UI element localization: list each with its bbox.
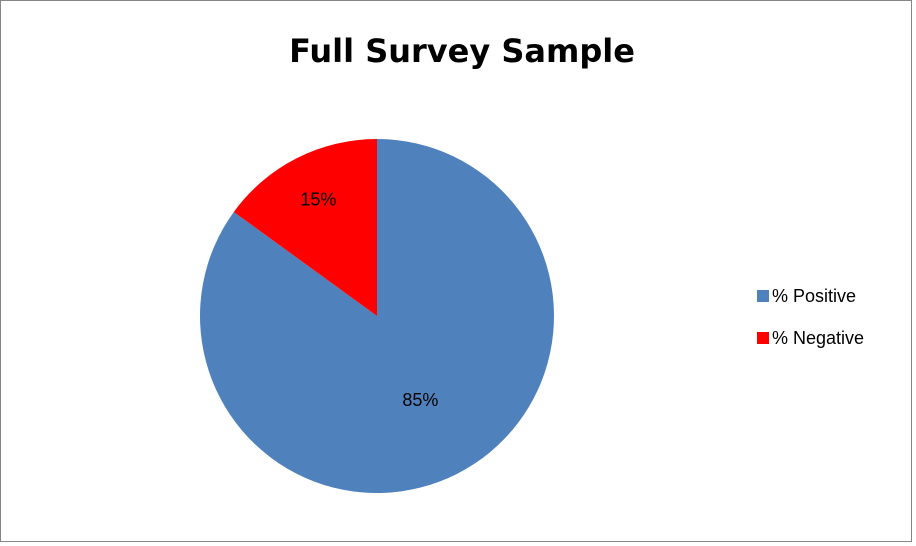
data-label-negative: 15% (300, 190, 336, 210)
legend-swatch-positive (757, 290, 769, 302)
legend-label-negative: % Negative (772, 327, 865, 348)
legend-item-negative: % Negative (757, 327, 864, 349)
chart-title: Full Survey Sample (289, 32, 635, 70)
data-label-positive: 85% (402, 390, 438, 410)
legend-swatch-negative (757, 332, 769, 344)
legend-label-positive: % Positive (772, 285, 857, 306)
pie-slice-positive (199, 139, 554, 493)
pie-slices (199, 139, 554, 493)
legend-item-positive: % Positive (757, 285, 864, 307)
pie-data-labels: 85% 15% (300, 190, 438, 410)
pie-slice-negative (233, 139, 377, 316)
chart-legend: % Positive % Negative (757, 285, 864, 369)
